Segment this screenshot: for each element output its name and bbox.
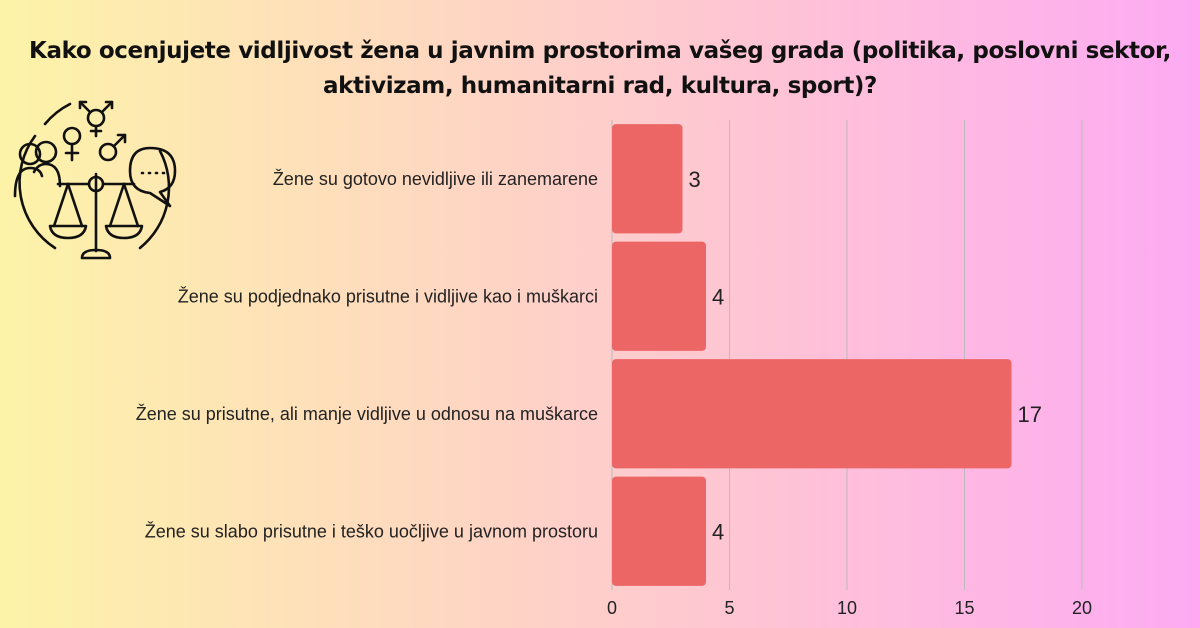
value-label: 4 [712,284,724,309]
chart-title-line-2: aktivizam, humanitarni rad, kultura, spo… [323,73,877,99]
bar [612,124,683,234]
value-label: 3 [689,167,701,192]
category-label: Žene su slabo prisutne i teško uočljive … [145,521,598,541]
value-label: 4 [712,519,724,544]
value-labels: 3 4 17 4 [689,167,1042,545]
bar [612,476,706,586]
bars [612,124,1012,586]
value-label: 17 [1018,402,1042,427]
category-label: Žene su podjednako prisutne i vidljive k… [178,286,598,306]
category-labels: Žene su gotovo nevidljive ili zanemarene… [136,169,598,542]
x-tick-label: 20 [1072,598,1092,618]
chart-title-line-1: Kako ocenjujete vidljivost žena u javnim… [29,38,1171,64]
x-tick-label: 15 [954,598,974,618]
chart-title: Kako ocenjujete vidljivost žena u javnim… [0,34,1200,104]
x-tick-label: 5 [724,598,734,618]
x-axis-ticks: 0 5 10 15 20 [607,598,1092,618]
x-tick-label: 10 [837,598,857,618]
x-tick-label: 0 [607,598,617,618]
category-label: Žene su gotovo nevidljive ili zanemarene [273,169,598,189]
gender-equality-icon [13,100,177,260]
bar [612,359,1012,469]
category-label: Žene su prisutne, ali manje vidljive u o… [136,404,598,424]
bar [612,241,706,351]
